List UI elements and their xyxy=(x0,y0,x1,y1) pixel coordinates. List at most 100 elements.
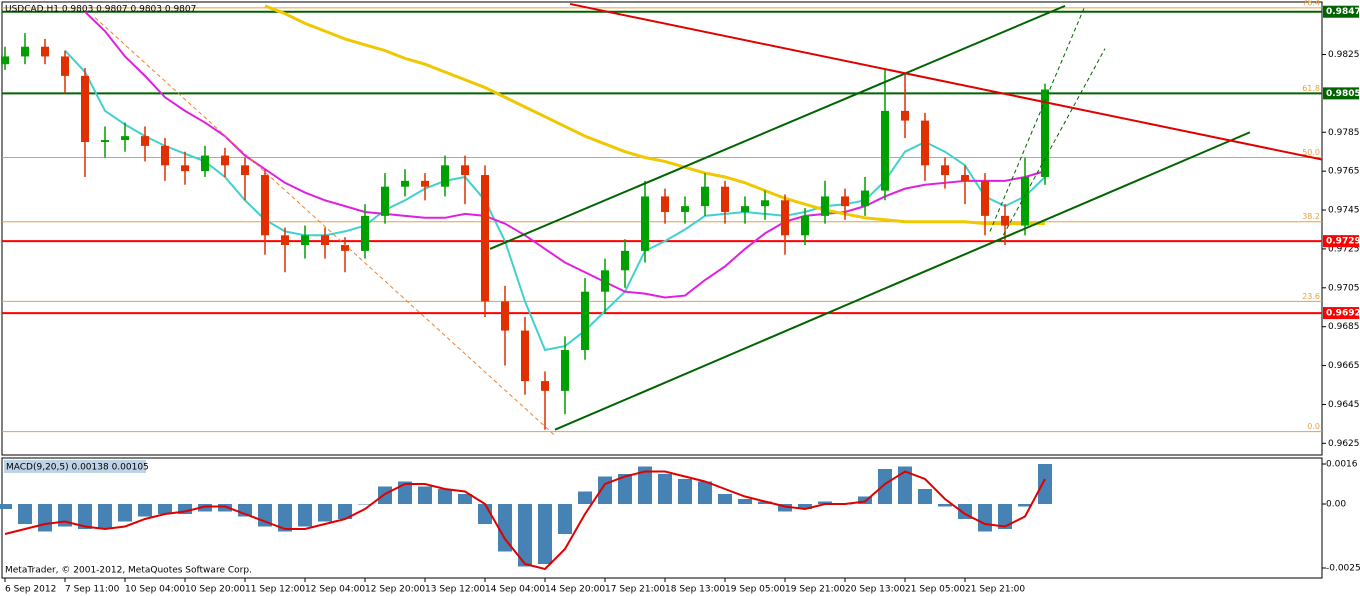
x-tick-label: 7 Sep 11:00 xyxy=(65,585,120,595)
candle-body xyxy=(381,186,389,216)
macd-bar xyxy=(618,474,632,504)
candle-body xyxy=(161,145,169,166)
candle-body xyxy=(541,381,549,391)
macd-bar xyxy=(138,504,152,517)
price-label-bg xyxy=(1323,235,1359,248)
fib-label: 76.4 xyxy=(1302,0,1320,7)
candle-body xyxy=(421,180,429,187)
candle-body xyxy=(721,186,729,212)
candle-body xyxy=(101,140,109,142)
candle-body xyxy=(1,56,9,65)
macd-bar xyxy=(358,504,372,505)
fib-label: 0.0 xyxy=(1307,422,1320,431)
candle-body xyxy=(201,155,209,172)
candle-body xyxy=(81,75,89,142)
x-tick-label: 19 Sep 21:00 xyxy=(785,585,845,595)
macd-bar xyxy=(498,504,512,552)
macd-bar xyxy=(338,504,352,519)
macd-bar xyxy=(878,469,892,504)
fib-label: 38.2 xyxy=(1302,212,1320,221)
y-tick-label: 0.9765 xyxy=(1328,167,1360,177)
candle-body xyxy=(981,180,989,216)
candle-body xyxy=(241,165,249,176)
macd-bar xyxy=(38,504,52,532)
x-tick-label: 21 Sep 21:00 xyxy=(965,585,1025,595)
macd-bar xyxy=(698,481,712,504)
x-tick-label: 6 Sep 2012 xyxy=(5,585,56,595)
candle-body xyxy=(601,270,609,292)
candle-body xyxy=(801,215,809,236)
y-tick-label: 0.9625 xyxy=(1328,439,1360,449)
macd-bar xyxy=(78,504,92,529)
macd-signal xyxy=(4,470,1046,571)
macd-bar xyxy=(998,504,1012,529)
x-tick-label: 10 Sep 04:00 xyxy=(125,585,185,595)
candle-body xyxy=(281,235,289,246)
macd-bar xyxy=(918,489,932,504)
y-tick-label: 0.9825 xyxy=(1328,50,1360,60)
candle-body xyxy=(441,165,449,187)
candle-body xyxy=(561,350,569,391)
x-tick-label: 17 Sep 21:00 xyxy=(605,585,665,595)
candle-body xyxy=(861,190,869,207)
price-label-bg xyxy=(1323,5,1359,18)
candle-body xyxy=(401,180,409,187)
fib-label: 61.8 xyxy=(1302,84,1320,93)
candle-body xyxy=(221,155,229,166)
macd-bar xyxy=(938,504,952,507)
credit: MetaTrader, © 2001-2012, MetaQuotes Soft… xyxy=(5,566,252,576)
macd-bar xyxy=(58,504,72,527)
y-tick-label: 0.9785 xyxy=(1328,128,1360,138)
macd-bar xyxy=(418,486,432,504)
main-pane xyxy=(1,1,1323,456)
candle-body xyxy=(761,200,769,207)
y-tick-label: 0.9665 xyxy=(1328,361,1360,371)
macd-title-bg xyxy=(4,460,146,473)
candle-body xyxy=(641,196,649,251)
macd-title: MACD(9,20,5) 0.00138 0.00105 xyxy=(6,463,149,473)
macd-bar xyxy=(638,466,652,504)
candle-body xyxy=(41,46,49,57)
price-label-bg xyxy=(1323,307,1359,320)
macd-bar xyxy=(438,489,452,504)
trendline xyxy=(989,5,1086,232)
trendline xyxy=(569,2,1323,161)
macd-bar xyxy=(158,504,172,514)
macd-bar xyxy=(518,504,532,567)
candle-body xyxy=(341,245,349,251)
candle-body xyxy=(481,175,489,302)
macd-bar xyxy=(18,504,32,524)
macd-bar xyxy=(678,479,692,504)
candle-body xyxy=(821,196,829,216)
macd-bar xyxy=(298,504,312,527)
candle-body xyxy=(1041,89,1049,177)
candle-body xyxy=(661,196,669,212)
macd-bar xyxy=(278,504,292,532)
candle-body xyxy=(701,186,709,207)
price-label: 0.9692 xyxy=(1326,309,1360,319)
macd-bar xyxy=(318,504,332,522)
y-tick-label: 0.0016 xyxy=(1326,460,1358,470)
trendline xyxy=(999,48,1106,242)
candle-body xyxy=(781,200,789,236)
y-tick-label: 0.9745 xyxy=(1328,206,1360,216)
y-tick-label: 0.00 xyxy=(1326,500,1346,510)
macd-bar xyxy=(658,474,672,504)
macd-bar xyxy=(538,504,552,564)
candle-body xyxy=(941,165,949,176)
x-tick-label: 14 Sep 20:00 xyxy=(545,585,605,595)
candle-body xyxy=(461,165,469,176)
macd-bar xyxy=(798,504,812,509)
macd-bar xyxy=(1038,464,1052,504)
y-tick-label: -0.00256 xyxy=(1326,564,1360,574)
candle-body xyxy=(901,110,909,121)
candle-body xyxy=(301,235,309,246)
x-tick-label: 12 Sep 04:00 xyxy=(305,585,365,595)
macd-bar xyxy=(778,504,792,512)
y-tick-label: 0.9645 xyxy=(1328,400,1360,410)
macd-bar xyxy=(458,494,472,504)
macd-bar xyxy=(978,504,992,532)
y-tick-label: 0.9705 xyxy=(1328,283,1360,293)
